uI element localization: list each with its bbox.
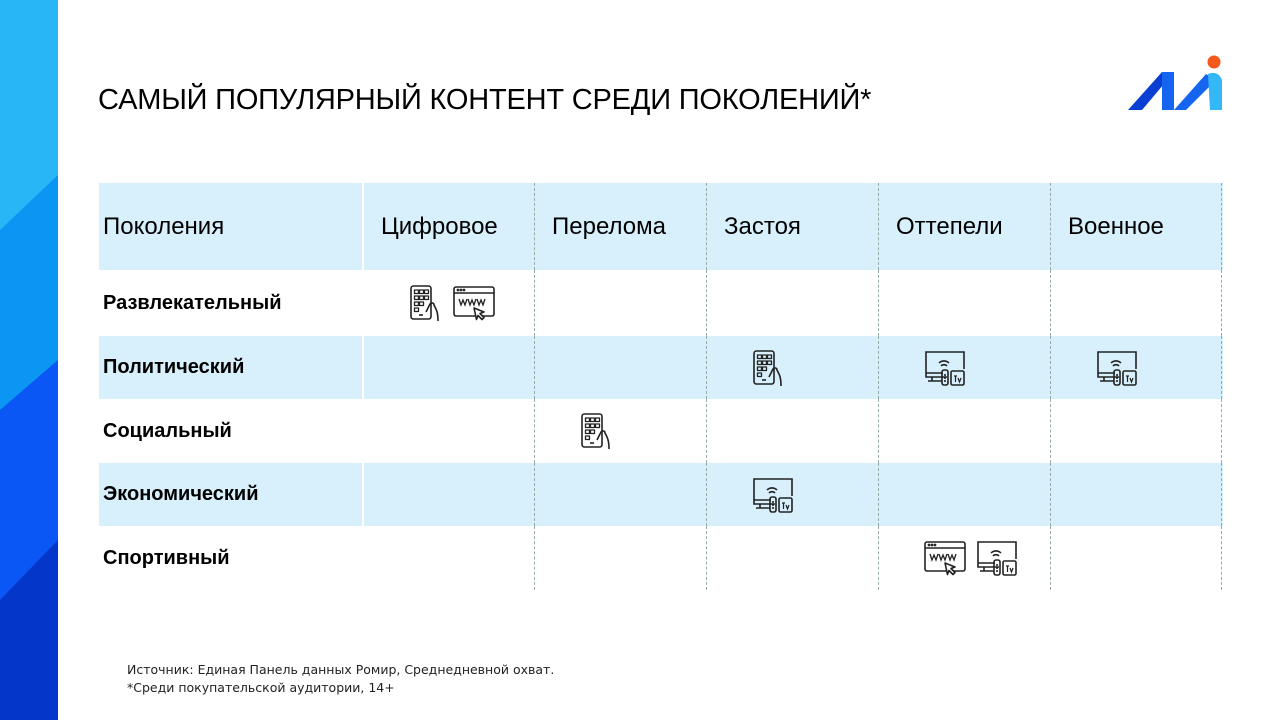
header-perelom: Перелома	[534, 183, 706, 270]
table-cell	[878, 399, 1050, 463]
table-cell	[534, 526, 706, 590]
table-cell	[1050, 526, 1222, 590]
table-row: Экономический	[99, 463, 1223, 526]
row-label: Политический	[103, 356, 245, 378]
table-row: Спортивный	[99, 526, 1223, 590]
row-label: Спортивный	[103, 546, 230, 569]
table-cell	[706, 399, 878, 463]
header-digital: Цифровое	[362, 183, 534, 270]
tablet-icon	[751, 349, 787, 387]
tablet-icon	[408, 284, 444, 322]
header-generations: Поколения	[103, 212, 225, 240]
generations-content-table: Поколения Цифровое Перелома Застоя Оттеп…	[99, 183, 1223, 590]
table-row: Развлекательный	[99, 270, 1223, 336]
decorative-side-band	[0, 0, 58, 720]
tablet-icon	[579, 412, 615, 450]
table-header-row: Поколения Цифровое Перелома Застоя Оттеп…	[99, 183, 1223, 270]
table-cell	[1050, 399, 1222, 463]
table-cell	[362, 270, 534, 336]
table-cell	[706, 270, 878, 336]
table-cell	[534, 270, 706, 336]
table-cell	[1050, 463, 1222, 526]
table-cell	[1050, 336, 1222, 399]
gradient-stripes	[0, 0, 58, 720]
company-logo	[1128, 55, 1222, 110]
table-cell	[878, 526, 1050, 590]
row-label: Социальный	[103, 419, 232, 442]
row-label: Развлекательный	[103, 291, 282, 314]
tv-icon	[751, 476, 795, 514]
table-cell	[362, 463, 534, 526]
header-ottepel: Оттепели	[878, 183, 1050, 270]
table-cell	[362, 526, 534, 590]
table-cell	[706, 526, 878, 590]
table-cell	[534, 399, 706, 463]
table-cell	[878, 463, 1050, 526]
tv-icon	[975, 539, 1019, 577]
source-note: Источник: Единая Панель данных Ромир, Ср…	[127, 662, 555, 677]
table-cell	[706, 336, 878, 399]
www-browser-icon	[452, 284, 496, 322]
header-military: Военное	[1050, 183, 1222, 270]
table-row: Социальный	[99, 399, 1223, 463]
www-browser-icon	[923, 539, 967, 577]
table-cell	[362, 399, 534, 463]
table-cell	[534, 336, 706, 399]
tv-icon	[923, 349, 967, 387]
footnote: Источник: Единая Панель данных Ромир, Ср…	[127, 661, 554, 697]
page-title: САМЫЙ ПОПУЛЯРНЫЙ КОНТЕНТ СРЕДИ ПОКОЛЕНИЙ…	[98, 84, 872, 116]
table-cell	[534, 463, 706, 526]
table-cell	[878, 270, 1050, 336]
header-zastoy: Застоя	[706, 183, 878, 270]
audience-note: *Среди покупательской аудитории, 14+	[127, 680, 395, 695]
table-cell	[1050, 270, 1222, 336]
tv-icon	[1095, 349, 1139, 387]
table-cell	[362, 336, 534, 399]
row-label: Экономический	[103, 483, 259, 505]
table-cell	[706, 463, 878, 526]
table-row: Политический	[99, 336, 1223, 399]
table-cell	[878, 336, 1050, 399]
